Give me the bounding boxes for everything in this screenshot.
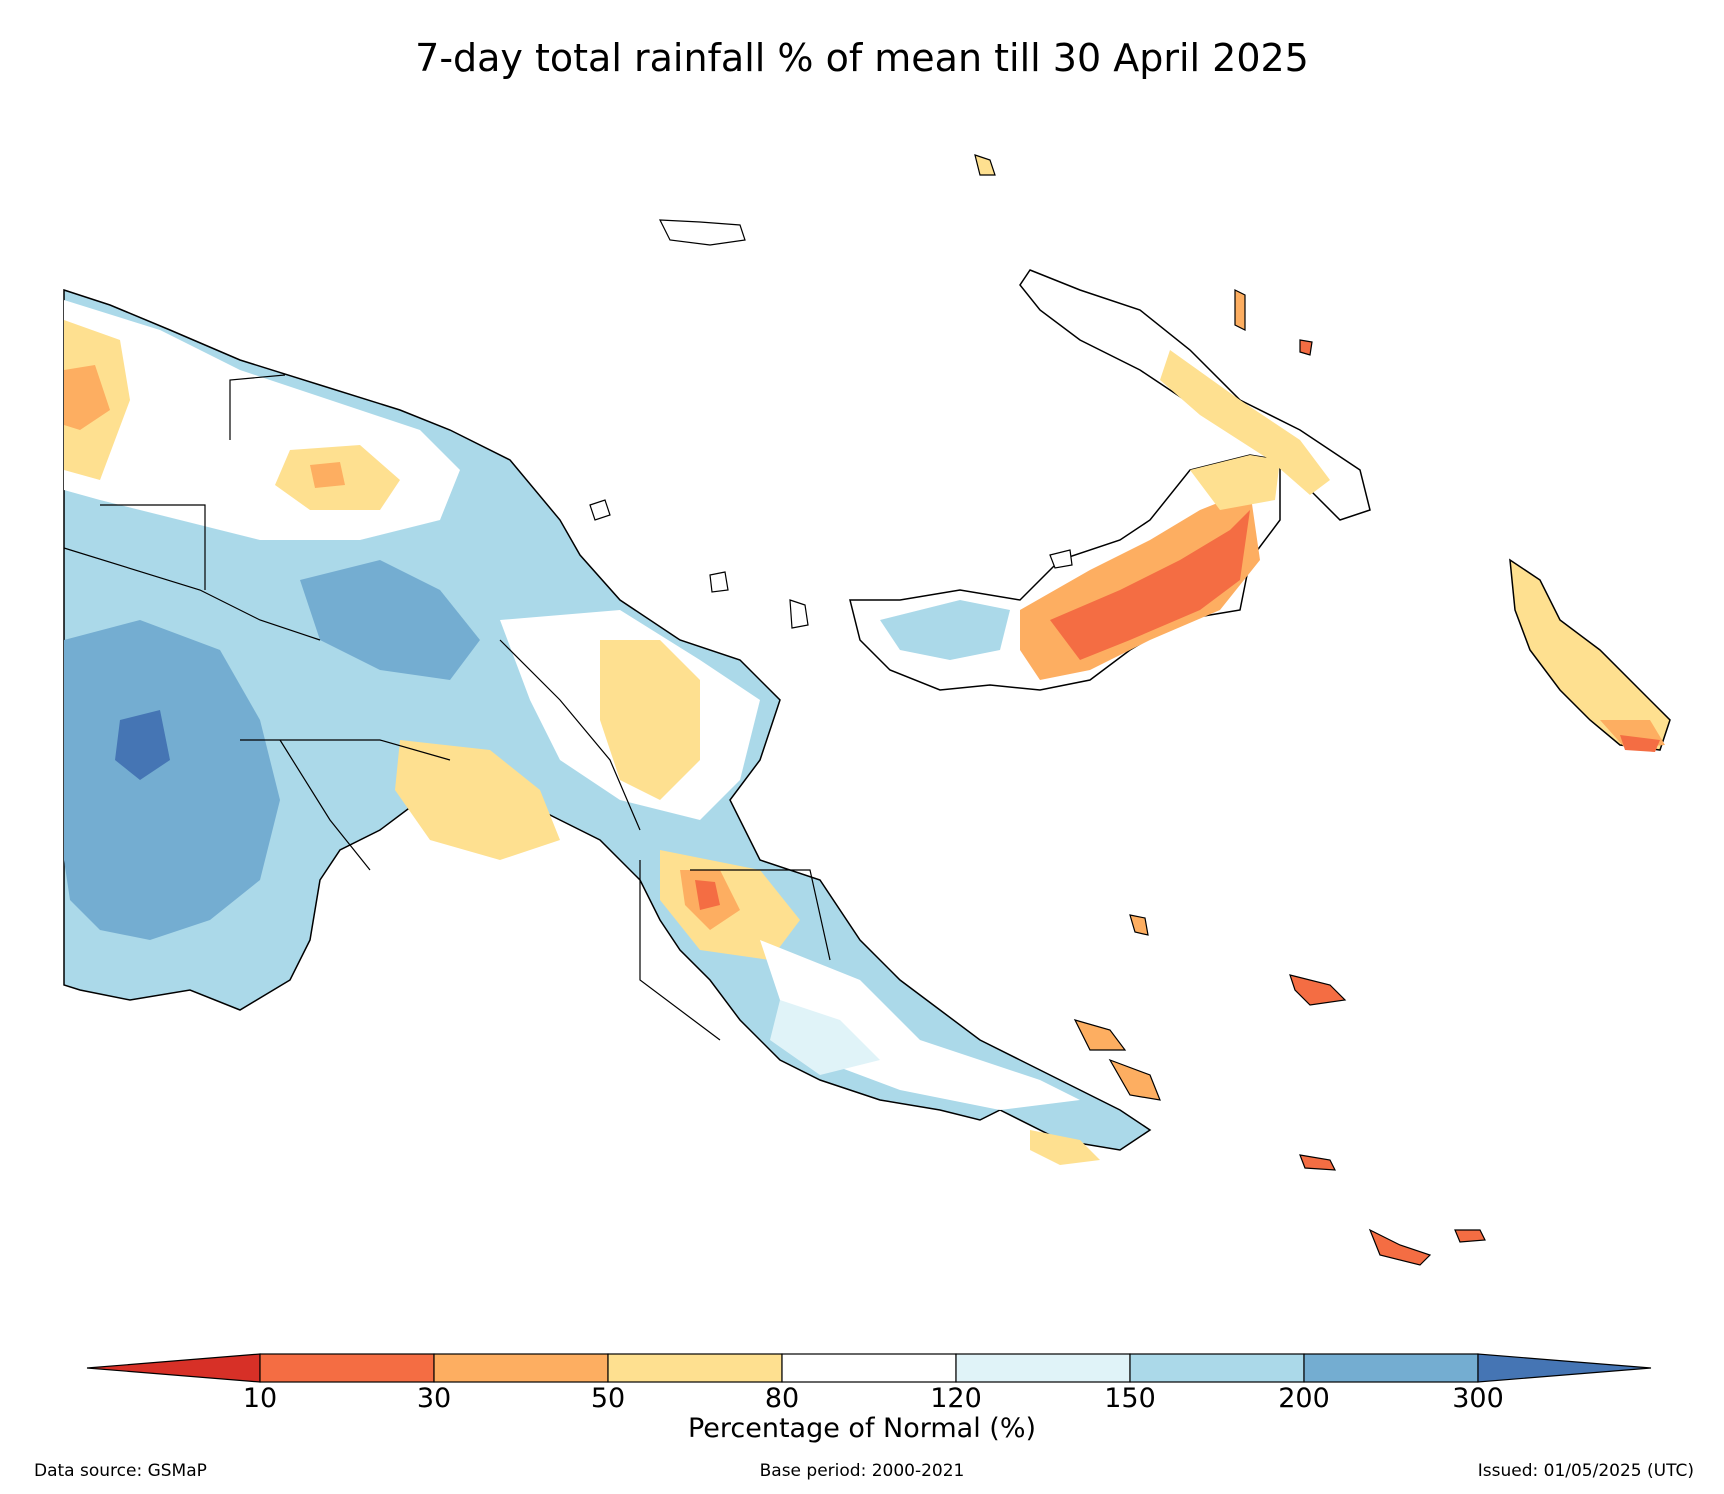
island-d xyxy=(1049,549,1073,569)
island-k xyxy=(1299,1154,1337,1171)
border-3 xyxy=(229,374,286,440)
colorbar-tick: 30 xyxy=(416,1383,452,1414)
island-l xyxy=(1368,1228,1432,1266)
island-b xyxy=(789,599,809,629)
island-c xyxy=(709,571,729,593)
mainland-yellow-tip xyxy=(1030,1130,1100,1165)
colorbar-bin-120-150 xyxy=(955,1353,1131,1383)
colorbar-tick: 300 xyxy=(1452,1383,1504,1414)
map-title: 7-day total rainfall % of mean till 30 A… xyxy=(415,36,1309,80)
border-1 xyxy=(63,547,321,641)
orange-islands xyxy=(974,154,1486,1266)
mainland-orange-north xyxy=(310,462,345,488)
island-j xyxy=(1108,1058,1161,1101)
colorbar-bin-200-300 xyxy=(1303,1353,1479,1383)
manus-island xyxy=(659,219,746,246)
mainland-orange-west xyxy=(64,365,110,430)
mainland-lightblue-tail xyxy=(770,1000,880,1075)
new-britain-lightblue xyxy=(880,600,1010,660)
new-ireland xyxy=(1019,269,1371,521)
border-4 xyxy=(240,739,451,761)
border-2 xyxy=(100,504,206,590)
north-islands xyxy=(589,219,1073,629)
island-g xyxy=(1299,339,1313,356)
island-n xyxy=(1129,914,1149,936)
island-e xyxy=(974,154,996,176)
data-source: Data source: GSMaP xyxy=(34,1461,207,1481)
new-britain-yellow-tip xyxy=(1190,455,1280,510)
colorbar-tick: 50 xyxy=(590,1383,626,1414)
colorbar-label: Percentage of Normal (%) xyxy=(687,1413,1037,1444)
colorbar-bin-10-30 xyxy=(259,1353,435,1383)
issued-date: Issued: 01/05/2025 (UTC) xyxy=(1477,1461,1694,1481)
mainland-blue-central xyxy=(300,560,480,680)
colorbar-tick: 80 xyxy=(764,1383,800,1414)
mainland-darkest-blue xyxy=(115,710,170,780)
base-period: Base period: 2000-2021 xyxy=(759,1461,965,1481)
mainland-deep-blue xyxy=(64,620,280,940)
colorbar-tick: 200 xyxy=(1278,1383,1330,1414)
bougainville-red xyxy=(1620,735,1660,752)
island-h xyxy=(1289,974,1347,1006)
island-f xyxy=(1234,289,1246,331)
mainland xyxy=(63,288,1152,1165)
colorbar-bin-30-50 xyxy=(433,1353,609,1383)
island-a xyxy=(589,499,611,521)
border-5 xyxy=(279,739,371,871)
border-8 xyxy=(690,869,831,961)
colorbar-extend-high xyxy=(1477,1353,1652,1383)
new-ireland-yellow xyxy=(1160,350,1330,495)
border-6 xyxy=(499,639,641,831)
colorbar-extend-low xyxy=(86,1353,261,1383)
colorbar-tick: 150 xyxy=(1104,1383,1156,1414)
province-borders xyxy=(63,374,831,1041)
mainland-yellow-east xyxy=(600,640,700,800)
mainland-red-southeast xyxy=(695,880,720,910)
island-m xyxy=(1454,1229,1486,1243)
border-7 xyxy=(639,860,721,1041)
new-britain xyxy=(849,454,1281,691)
colorbar-bin-150-200 xyxy=(1129,1353,1305,1383)
colorbar-tick: 10 xyxy=(242,1383,278,1414)
mainland-yellow-south-gulf xyxy=(395,740,560,860)
colorbar-tick: 120 xyxy=(930,1383,982,1414)
island-i xyxy=(1073,1019,1127,1051)
colorbar-bin-50-80 xyxy=(607,1353,783,1383)
new-britain-red xyxy=(1050,510,1250,660)
colorbar xyxy=(86,1353,1652,1383)
colorbar-bin-80-120 xyxy=(781,1353,957,1383)
bougainville-fill xyxy=(1509,558,1671,751)
bougainville xyxy=(1509,558,1671,752)
